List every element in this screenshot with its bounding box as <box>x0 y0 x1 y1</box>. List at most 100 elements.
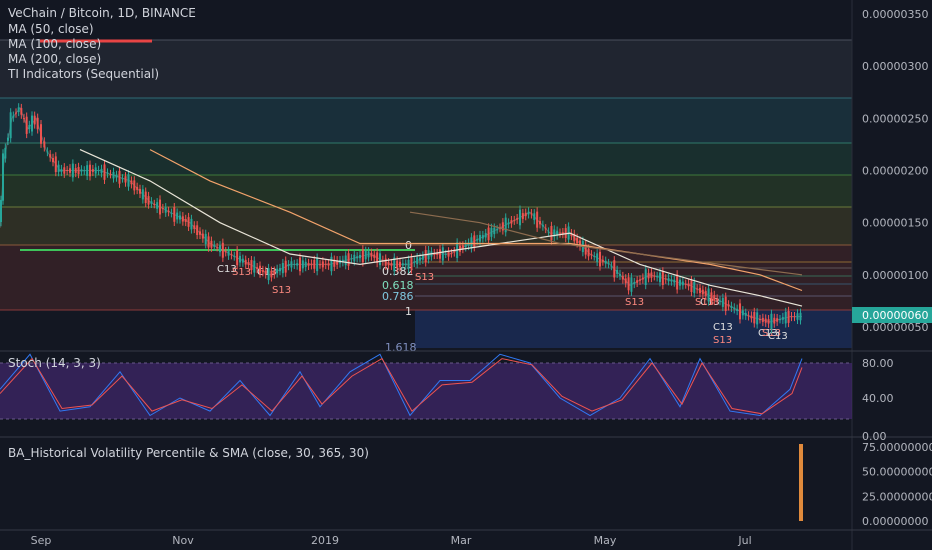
candle-body <box>181 216 184 222</box>
candle-body <box>441 247 444 261</box>
candle-body <box>764 318 767 323</box>
price-tick-label: 0.00000250 <box>862 112 928 125</box>
candle-body <box>156 202 159 209</box>
candle-body <box>596 253 599 262</box>
candle-body <box>484 233 487 238</box>
candle-body <box>141 189 144 200</box>
candle-body <box>86 165 89 176</box>
candle-body <box>424 250 427 263</box>
candle-body <box>561 232 564 235</box>
candle-body <box>690 280 693 292</box>
candle-body <box>399 261 401 267</box>
candle-body <box>136 186 139 190</box>
candle-body <box>207 236 210 248</box>
candle-body <box>239 255 241 263</box>
candle-body <box>679 279 681 286</box>
candle-body <box>676 274 679 290</box>
candle-body <box>767 319 770 324</box>
hv-tick-label: 50.00000000 <box>862 466 932 479</box>
candle-body <box>410 257 413 270</box>
svg-text:0.00000060: 0.00000060 <box>862 309 928 322</box>
stoch-line <box>0 357 803 415</box>
candle-body <box>473 235 476 248</box>
candle-body <box>144 191 147 203</box>
candle-body <box>693 281 696 294</box>
candle-body <box>187 217 190 227</box>
stoch-series-group <box>0 353 803 417</box>
candle-body <box>641 277 644 280</box>
candle-body <box>0 199 2 222</box>
candle-body <box>639 279 641 281</box>
candle-body <box>770 313 773 329</box>
candle-body <box>516 218 519 220</box>
candle-body <box>364 250 367 260</box>
candle-body <box>190 218 193 230</box>
indicator-legend-ma50[interactable]: MA (50, close) <box>8 22 94 36</box>
candle-body <box>353 254 356 262</box>
candle-body <box>661 271 664 285</box>
indicator-legend-ma100[interactable]: MA (100, close) <box>8 37 102 51</box>
candle-body <box>219 245 221 253</box>
price-series-group <box>0 103 803 334</box>
candle-body <box>74 168 77 173</box>
candle-body <box>9 112 12 139</box>
candle-body <box>279 268 281 272</box>
candle-body <box>179 215 181 220</box>
candle-body <box>150 201 153 204</box>
ma-line <box>409 211 803 276</box>
indicator-legend-sequential[interactable]: TI Indicators (Sequential) <box>8 67 160 81</box>
candle-body <box>796 313 799 320</box>
stoch-band <box>0 363 852 419</box>
candle-body <box>60 169 63 172</box>
candle-body <box>447 251 450 257</box>
stoch-tick-label: 40.00 <box>862 392 894 405</box>
candle-body <box>296 263 299 266</box>
candle-body <box>164 207 167 213</box>
candle-body <box>307 263 310 266</box>
hv-bar <box>799 444 803 521</box>
candle-body <box>713 295 716 301</box>
candle-body <box>287 264 290 266</box>
candle-body <box>479 235 481 242</box>
fib-zones <box>0 39 852 348</box>
fib-label: 1.618 <box>385 341 417 354</box>
indicator-legend-ma200[interactable]: MA (200, close) <box>8 52 102 66</box>
candle-body <box>470 237 473 249</box>
candle-body <box>670 279 673 282</box>
candle-body <box>439 249 441 259</box>
candle-body <box>619 274 621 276</box>
candle-body <box>787 311 790 323</box>
candle-body <box>250 260 253 271</box>
candle-body <box>321 261 324 268</box>
candle-body <box>719 300 721 302</box>
candle-body <box>436 253 439 255</box>
candle-body <box>336 260 339 265</box>
candle-body <box>106 172 109 174</box>
candle-body <box>521 213 524 219</box>
candle-body <box>407 259 410 269</box>
candle-body <box>684 283 687 285</box>
stoch-label[interactable]: Stoch (14, 3, 3) <box>8 356 101 370</box>
hv-label[interactable]: BA_Historical Volatility Percentile & SM… <box>8 446 369 460</box>
candle-body <box>564 228 567 238</box>
candle-body <box>421 255 424 260</box>
candle-body <box>153 204 156 205</box>
candle-body <box>396 260 399 269</box>
stoch-tick-label: 0.00 <box>862 430 887 443</box>
candle-body <box>196 225 199 235</box>
candle-body <box>536 211 539 228</box>
fib-label: 0.618 <box>382 279 414 292</box>
candle-body <box>721 297 724 307</box>
chart-title: VeChain / Bitcoin, 1D, BINANCE <box>8 6 196 20</box>
candle-body <box>393 257 396 272</box>
candle-body <box>284 260 287 273</box>
candle-body <box>501 222 504 231</box>
candle-body <box>504 217 507 233</box>
candle-body <box>330 256 333 272</box>
candle-body <box>727 304 730 307</box>
candle-body <box>607 263 610 265</box>
candle-body <box>579 240 581 247</box>
candle-body <box>444 254 447 255</box>
candle-body <box>184 219 187 222</box>
